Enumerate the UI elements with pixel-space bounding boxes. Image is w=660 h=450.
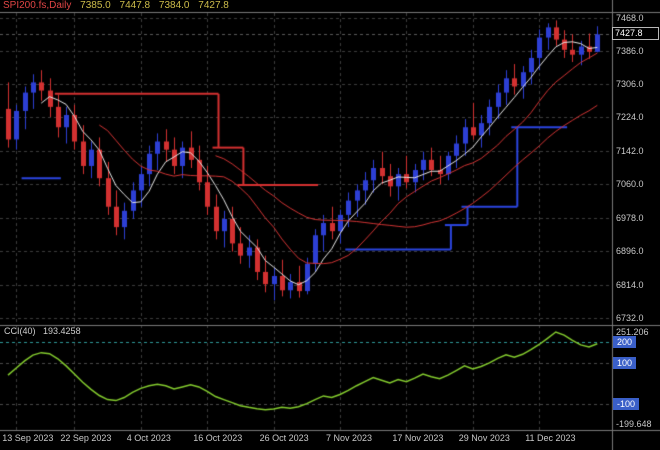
indicator-label: CCI(40) 193.4258 [4, 326, 81, 336]
open-value: 7385.0 [80, 0, 111, 11]
cci-level-badge: 200 [613, 336, 637, 349]
low-value: 7384.0 [158, 0, 190, 11]
date-axis-label: 16 Oct 2023 [193, 433, 243, 443]
price-axis-label: 6732.0 [616, 313, 644, 323]
price-axis-label: 7060.0 [616, 179, 644, 190]
price-axis-label: 7468.0 [616, 13, 644, 23]
cci-axis-max-label: 251.206 [616, 327, 649, 337]
close-value: 7427.8 [198, 0, 229, 11]
date-axis-label: 11 Dec 2023 [525, 433, 576, 443]
price-axis-label: 7306.0 [616, 79, 644, 90]
price-axis-label: 6978.0 [616, 212, 644, 223]
date-axis-label: 17 Nov 2023 [392, 433, 444, 443]
cci-axis-min-label: -199.648 [616, 419, 652, 429]
high-value: 7447.8 [119, 0, 151, 11]
price-axis-label: 7142.0 [616, 145, 644, 156]
current-price-badge: 7427.8 [612, 27, 659, 41]
indicator-name: CCI(40) [4, 326, 36, 336]
date-axis-label: 7 Nov 2023 [326, 433, 373, 443]
price-axis-label: 7224.0 [616, 112, 644, 123]
price-axis-label: 7386.0 [616, 46, 644, 57]
price-axis-label: 6814.0 [616, 279, 644, 290]
date-axis-label: 29 Nov 2023 [458, 433, 510, 443]
price-axis-label: 6896.0 [616, 246, 644, 257]
symbol-period-label: SPI200.fs,Daily [3, 0, 72, 11]
date-axis-label: 26 Oct 2023 [259, 433, 309, 443]
cci-level-badge: -100 [613, 397, 640, 410]
date-axis-label: 4 Oct 2023 [126, 433, 171, 443]
chart-title: SPI200.fs,Daily 7385.0 7447.8 7384.0 742… [3, 0, 229, 11]
date-axis-label: 22 Sep 2023 [60, 433, 112, 443]
cci-level-badge: 100 [613, 356, 637, 369]
date-axis-label: 13 Sep 2023 [2, 433, 54, 443]
indicator-value: 193.4258 [43, 326, 81, 336]
